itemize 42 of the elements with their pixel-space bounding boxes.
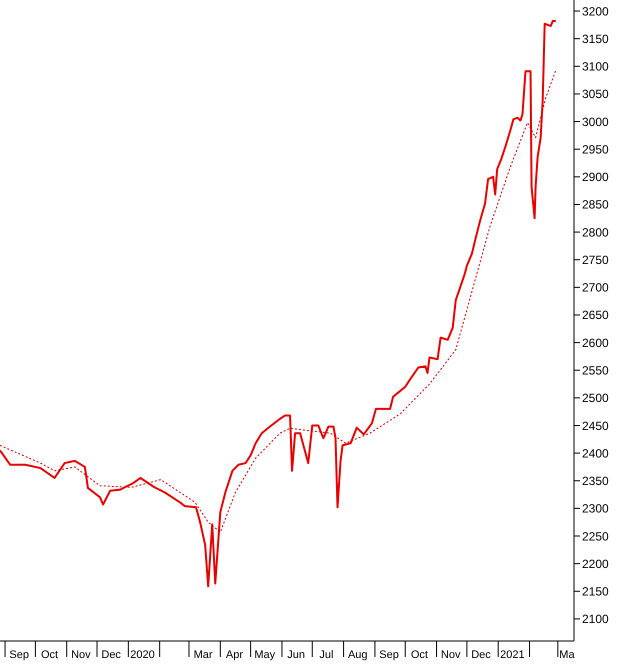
x-tick-label: May [254,649,276,661]
y-tick-label: 2100 [582,612,610,626]
y-tick-label: 2800 [582,225,610,240]
x-tick-label: Sep [379,649,399,661]
y-tick-label: 2250 [582,529,610,544]
line-series [0,70,556,533]
x-tick-label: 2021 [500,649,525,661]
y-tick-label: 2750 [582,252,610,267]
y-tick-label: 3100 [582,60,610,74]
y-tick-label: 3050 [582,87,610,102]
y-tick-label: 2500 [582,391,610,406]
y-tick-label: 3200 [582,4,610,18]
y-tick-label: 2450 [582,418,610,433]
y-tick-label: 2700 [582,280,610,295]
x-tick-label: Ma [559,649,576,661]
x-tick-label: Oct [410,649,428,661]
y-tick-label: 2550 [582,363,610,378]
y-tick-label: 3150 [582,32,610,46]
x-tick-label: Jul [319,649,334,661]
x-tick-label: Apr [226,649,244,661]
y-tick-label: 2850 [582,198,610,212]
y-tick-label: 2350 [582,474,610,488]
x-tick-label: Jun [287,649,305,661]
x-tick-label: Nov [71,649,92,661]
y-tick-label: 3000 [582,114,610,129]
x-tick-label: Dec [101,649,122,661]
y-tick-label: 2950 [582,142,610,156]
y-tick-label: 2900 [582,170,610,184]
x-tick-label: Dec [471,649,492,661]
x-tick-label: Nov [440,649,461,661]
y-tick-label: 2600 [582,336,610,350]
x-tick-label: Sep [9,649,29,661]
y-tick-label: 2200 [582,556,610,571]
x-tick-label: Aug [348,649,368,661]
x-tick-label: Mar [194,649,213,661]
x-tick-label: Oct [40,649,58,661]
y-tick-label: 2300 [582,502,610,516]
y-tick-label: 2400 [582,446,610,460]
y-tick-label: 2650 [582,308,610,322]
y-tick-label: 2150 [582,584,610,599]
x-tick-label: 2020 [130,649,155,661]
line-series [0,20,557,588]
